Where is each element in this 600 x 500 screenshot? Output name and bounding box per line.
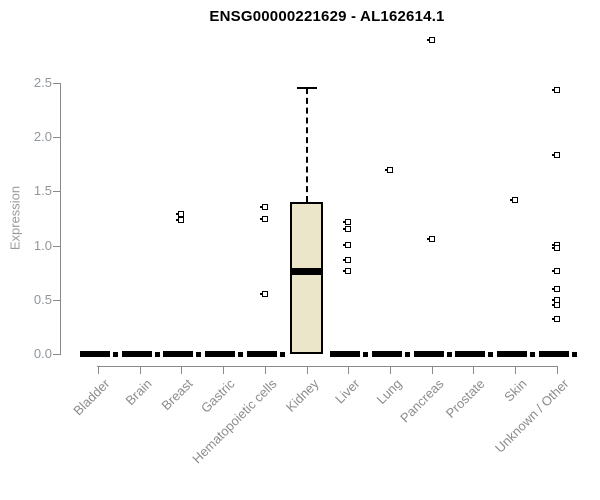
x-tick-mark: [306, 366, 308, 374]
y-tick-label: 1.5: [33, 183, 52, 199]
outlier-point: [259, 291, 268, 298]
outlier-point: [551, 244, 560, 251]
y-tick-mark: [53, 245, 60, 247]
zero-median-bar: [497, 351, 527, 357]
outlier-point: [551, 151, 560, 158]
x-tick-mark: [431, 366, 433, 374]
outlier-point: [343, 256, 352, 263]
outlier-point: [259, 203, 268, 210]
whisker-cap: [296, 87, 317, 90]
outlier-point: [176, 216, 185, 223]
y-tick-mark: [53, 299, 60, 301]
zero-end-square: [363, 352, 369, 357]
y-tick-mark: [53, 354, 60, 355]
outlier-point: [510, 197, 518, 204]
outlier-point: [551, 285, 560, 292]
zero-median-bar: [455, 351, 486, 357]
outlier-point: [343, 218, 352, 225]
box: [290, 202, 323, 354]
outlier-point: [343, 267, 352, 274]
zero-end-square: [488, 352, 494, 357]
y-tick-mark: [53, 137, 60, 139]
outlier-point: [551, 86, 560, 93]
zero-end-square: [404, 352, 410, 357]
zero-median-bar: [121, 351, 152, 357]
median-line: [290, 268, 323, 276]
x-tick-mark: [348, 366, 350, 374]
zero-median-bar: [371, 351, 402, 357]
y-tick-label: 1.0: [33, 237, 52, 253]
outlier-point: [551, 316, 560, 323]
x-tick-mark: [389, 366, 391, 374]
outlier-point: [259, 215, 268, 222]
y-tick-mark: [53, 191, 60, 193]
zero-median-bar: [246, 351, 277, 357]
zero-end-square: [113, 352, 118, 357]
zero-median-bar: [413, 351, 444, 357]
outlier-point: [343, 226, 352, 233]
x-tick-mark: [473, 366, 475, 374]
x-tick-mark: [556, 366, 558, 374]
y-tick-label: 2.0: [33, 129, 52, 145]
x-tick-mark: [98, 366, 99, 374]
x-tick-mark: [223, 366, 225, 374]
zero-median-bar: [163, 351, 194, 357]
zero-median-bar: [205, 351, 236, 357]
x-tick-mark: [515, 366, 516, 374]
outlier-point: [426, 236, 435, 243]
y-axis-line: [60, 83, 61, 355]
zero-end-square: [530, 352, 535, 357]
zero-end-square: [571, 352, 577, 357]
x-tick-mark: [181, 366, 183, 374]
y-tick-label: 2.5: [33, 75, 52, 90]
zero-end-square: [238, 352, 244, 357]
zero-median-bar: [538, 351, 569, 357]
zero-end-square: [196, 352, 202, 357]
outlier-point: [426, 36, 435, 43]
zero-end-square: [154, 352, 160, 357]
x-tick-mark: [139, 366, 141, 374]
whisker-line: [305, 88, 308, 203]
y-tick-mark: [53, 83, 60, 84]
x-tick-mark: [264, 366, 266, 374]
zero-median-bar: [80, 351, 110, 357]
y-tick-label: 0.5: [33, 291, 52, 307]
x-axis-line: [97, 366, 558, 367]
outlier-point: [343, 241, 352, 248]
zero-median-bar: [330, 351, 361, 357]
y-tick-label: 0.0: [33, 346, 52, 361]
outlier-point: [551, 267, 560, 274]
zero-end-square: [279, 352, 285, 357]
zero-end-square: [446, 352, 452, 357]
chart-title: ENSG00000221629 - AL162614.1: [209, 8, 445, 25]
outlier-point: [384, 166, 393, 173]
outlier-point: [551, 302, 560, 309]
